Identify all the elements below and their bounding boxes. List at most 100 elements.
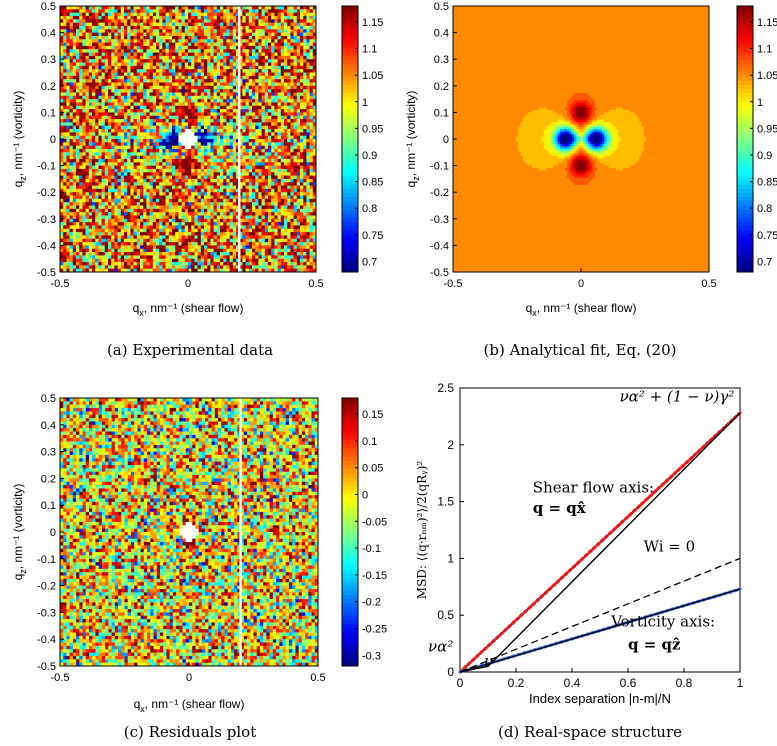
y-tick-label-c: -0.3 — [37, 607, 56, 619]
colorbar-tick-label-c: 0.15 — [362, 409, 383, 421]
colorbar-tick-label-c: 0 — [362, 489, 368, 501]
colorbar-a: 1.15 1.1 1.05 1 0.95 0.9 0.85 0.8 0.75 0.7 — [341, 5, 383, 273]
y-tick-label-a: -0.5 — [37, 267, 56, 279]
annotation-wi-label: Wi = 0 — [644, 538, 696, 556]
y-tick-label-a: 0.1 — [41, 107, 56, 119]
colorbar-tick-label-c: -0.25 — [362, 623, 387, 635]
colorbar-tick-label-a: 0.9 — [362, 150, 377, 162]
caption-a: (a) Experimental data — [40, 341, 340, 359]
y-axis-label-d: MSD: ⟨(q·rₙₘ)²⟩/2(qRᵧ)² — [415, 461, 429, 600]
x-tick-label-d: 1 — [737, 676, 744, 690]
x-axis-label-c: qx, nm⁻¹ (shear flow) — [134, 697, 245, 714]
annotation-vorticity-formula: q = qẑ — [628, 635, 681, 653]
x-tick-label-d: 0.8 — [676, 676, 693, 690]
annotation-nu: ν — [484, 652, 493, 670]
y-tick-label-b: 0 — [443, 134, 449, 146]
colorbar-tick-label-c: 0.05 — [362, 463, 383, 475]
colorbar-tick-label-a: 1.05 — [362, 70, 383, 82]
y-axis-label-c: qz, nm⁻¹ (vorticity) — [11, 484, 28, 581]
y-tick-label-d: 1.5 — [437, 495, 454, 509]
annotation-shear-title: Shear flow axis: — [533, 479, 654, 497]
x-tick-label-b: 0 — [578, 278, 584, 290]
colorbar-tick-label-b: 1.1 — [757, 44, 772, 56]
y-tick-label-c: 0.5 — [41, 393, 56, 405]
colorbar-tick-label-b: 0.95 — [757, 123, 777, 135]
y-tick-label-a: 0.2 — [41, 81, 56, 93]
line-plot-d: 0 0.2 0.4 0.6 0.8 1 0 0.5 1 1.5 2 2.5 Index separati… — [415, 381, 744, 706]
x-axis-label-b: qx, nm⁻¹ (shear flow) — [526, 301, 637, 318]
y-tick-label-b: 0.4 — [434, 28, 449, 40]
y-tick-label-b: -0.4 — [430, 240, 449, 252]
x-tick-label-c: 0 — [186, 672, 192, 684]
colorbar-tick-label-a: 0.95 — [362, 123, 383, 135]
y-tick-label-b: 0.1 — [434, 107, 449, 119]
y-tick-label-d: 2.5 — [437, 381, 454, 395]
y-tick-label-c: 0.4 — [41, 420, 56, 432]
y-tick-label-a: 0.4 — [41, 28, 56, 40]
colorbar-tick-label-c: -0.3 — [362, 650, 381, 662]
colorbar-tick-label-b: 0.7 — [757, 256, 772, 268]
series-line — [459, 412, 741, 673]
annotation-top-formula: να² + (1 − ν)γ² — [620, 388, 735, 406]
colorbar-tick-label-a: 0.8 — [362, 203, 377, 215]
y-tick-label-b: -0.1 — [430, 161, 449, 173]
colorbar-tick-label-b: 0.75 — [757, 230, 777, 242]
y-tick-label-c: 0 — [50, 527, 56, 539]
y-tick-label-a: -0.2 — [37, 187, 56, 199]
y-tick-label-b: -0.3 — [430, 214, 449, 226]
y-tick-label-b: 0.5 — [434, 1, 449, 13]
colorbar-tick-label-c: -0.2 — [362, 597, 381, 609]
heatmap-cells-a — [60, 6, 317, 273]
y-axis-label-b: qz, nm⁻¹ (vorticity) — [404, 91, 421, 188]
annotation-shear-formula: q = qx̂ — [533, 499, 587, 517]
x-axis-label-a: qx, nm⁻¹ (shear flow) — [133, 301, 244, 318]
y-tick-label-a: 0.5 — [41, 1, 56, 13]
x-tick-label-a: 0.5 — [308, 278, 323, 290]
x-tick-label-d: 0.2 — [508, 676, 525, 690]
heatmap-cells-c — [60, 398, 319, 667]
y-tick-label-b: -0.5 — [430, 267, 449, 279]
colorbar-tick-label-a: 1.15 — [362, 17, 383, 29]
colorbar-tick-label-a: 0.85 — [362, 177, 383, 189]
colorbar-tick-label-c: -0.15 — [362, 570, 387, 582]
colorbar-tick-label-a: 1.1 — [362, 44, 377, 56]
y-tick-label-c: 0.3 — [41, 447, 56, 459]
y-tick-label-c: -0.1 — [37, 554, 56, 566]
x-tick-label-d: 0.4 — [564, 676, 581, 690]
colorbar-tick-label-c: 0.1 — [362, 436, 377, 448]
y-axis-label-a: qz, nm⁻¹ (vorticity) — [11, 91, 28, 188]
x-tick-label-d: 0 — [457, 676, 464, 690]
x-tick-label-b: -0.5 — [444, 278, 463, 290]
y-tick-label-a: -0.3 — [37, 214, 56, 226]
heatmap-b: -0.5 0 0.5 0.5 0.4 0.3 0.2 0.1 0 -0.1 -0.2 -0.3 -0.4… — [404, 1, 777, 318]
colorbar-tick-label-c: -0.05 — [362, 516, 387, 528]
y-tick-label-a: -0.1 — [37, 161, 56, 173]
series-line — [459, 588, 741, 673]
x-tick-label-c: 0.5 — [310, 672, 325, 684]
colorbar-b: 1.15 1.1 1.05 1 0.95 0.9 0.85 0.8 0.75 0.7 — [736, 5, 777, 273]
heatmap-cells-b — [453, 6, 710, 273]
x-tick-label-c: -0.5 — [51, 672, 70, 684]
y-tick-label-c: -0.4 — [37, 634, 56, 646]
y-tick-label-b: 0.3 — [434, 54, 449, 66]
y-tick-label-b: 0.2 — [434, 81, 449, 93]
annotation-vorticity-title: Vorticity axis: — [610, 613, 715, 631]
colorbar-tick-label-b: 0.8 — [757, 203, 772, 215]
x-tick-label-a: -0.5 — [51, 278, 70, 290]
colorbar-tick-label-b: 1.15 — [757, 17, 777, 29]
y-tick-label-a: 0 — [50, 134, 56, 146]
colorbar-tick-label-a: 0.75 — [362, 230, 383, 242]
heatmap-a: -0.5 0 0.5 0.5 0.4 0.3 0.2 0.1 0 -0.1 -0.2 -0.3 -0.4… — [11, 1, 383, 318]
colorbar-tick-label-c: -0.1 — [362, 543, 381, 555]
y-tick-label-d: 2 — [447, 438, 454, 452]
colorbar-tick-label-b: 1 — [757, 97, 763, 109]
y-tick-label-d: 1 — [447, 551, 454, 565]
x-tick-label-b: 0.5 — [701, 278, 716, 290]
caption-c: (c) Residuals plot — [40, 723, 340, 741]
series-line — [458, 411, 742, 674]
x-axis-label-d: Index separation |n-m|/N — [529, 691, 671, 706]
y-tick-label-b: -0.2 — [430, 187, 449, 199]
colorbar-c: 0.15 0.1 0.05 0 -0.05 -0.1 -0.15 -0.2 -0.25 -0.3 — [341, 397, 387, 667]
heatmap-c: -0.5 0 0.5 0.5 0.4 0.3 0.2 0.1 0 -0.1 -0.2 -0.3 -0.4… — [11, 393, 387, 714]
